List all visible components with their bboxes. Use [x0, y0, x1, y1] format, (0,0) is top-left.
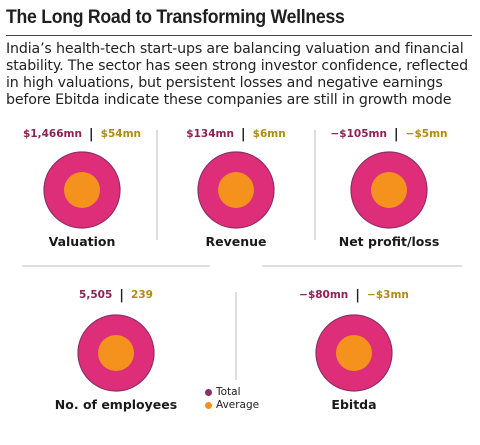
value-separator: |: [119, 287, 125, 303]
legend-label-total: Total: [216, 386, 241, 398]
metric-values-ebitda: −$80mn | −$3mn: [299, 287, 409, 303]
average-circle-valuation: [64, 172, 100, 208]
legend-item-total: Total: [205, 386, 241, 398]
title-divider: [6, 35, 472, 36]
chart-title: The Long Road to Transforming Wellness: [6, 7, 345, 28]
average-value: $54mn: [100, 128, 142, 140]
legend-label-average: Average: [216, 399, 260, 411]
metric-values-net-profit-loss: −$105mn | −$5mn: [330, 126, 447, 142]
value-separator: |: [88, 126, 94, 142]
total-value: 5,505: [79, 289, 113, 301]
legend-swatch-total: [205, 388, 212, 396]
metric-label-employees: No. of employees: [54, 397, 178, 412]
total-value: $134mn: [186, 128, 234, 140]
metric-label-net-profit-loss: Net profit/loss: [338, 234, 440, 249]
value-separator: |: [240, 126, 246, 142]
metric-values-revenue: $134mn | $6mn: [186, 126, 285, 142]
total-value: $1,466mn: [22, 128, 82, 140]
average-circle-revenue: [218, 172, 254, 208]
metric-values-employees: 5,505 | 239: [79, 287, 153, 303]
average-circle-employees: [98, 335, 134, 371]
average-value: −$3mn: [367, 289, 409, 301]
average-value: $6mn: [252, 128, 286, 140]
metric-label-revenue: Revenue: [205, 234, 267, 249]
metric-label-ebitda: Ebitda: [331, 397, 377, 412]
value-separator: |: [355, 287, 361, 303]
average-circle-net-profit-loss: [371, 172, 407, 208]
legend-item-average: Average: [205, 399, 259, 411]
average-value: −$5mn: [405, 128, 448, 140]
value-separator: |: [393, 126, 399, 142]
total-value: −$80mn: [299, 289, 349, 301]
legend-swatch-average: [205, 401, 212, 409]
chart-subtitle: India’s health-tech start-ups are balanc…: [6, 41, 468, 108]
total-value: −$105mn: [330, 128, 387, 140]
average-value: 239: [131, 289, 153, 301]
average-circle-ebitda: [336, 335, 372, 371]
metric-values-valuation: $1,466mn | $54mn: [23, 126, 141, 142]
metric-label-valuation: Valuation: [48, 234, 116, 249]
